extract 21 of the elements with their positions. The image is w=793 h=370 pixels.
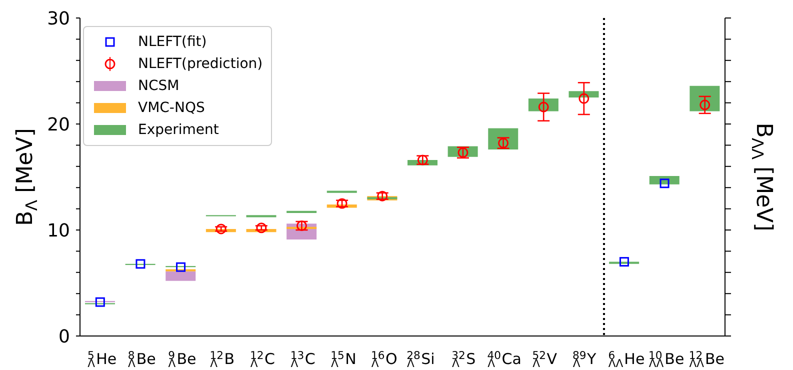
point <box>660 178 670 188</box>
point <box>136 259 146 269</box>
point <box>700 100 710 110</box>
legend-label: Experiment <box>138 122 219 138</box>
bar <box>286 210 317 214</box>
legend-label: NLEFT(fit) <box>138 34 207 50</box>
y-tick-label: 10 <box>47 220 70 242</box>
point <box>216 224 226 234</box>
point <box>176 262 186 272</box>
legend-label: NCSM <box>138 78 180 94</box>
y-tick-label: 30 <box>47 8 70 30</box>
point <box>619 257 629 267</box>
y-tick-label: 0 <box>58 326 70 348</box>
y-tick-label: 20 <box>47 114 70 136</box>
point <box>95 297 105 307</box>
legend-label: VMC-NQS <box>138 100 205 116</box>
point <box>256 222 267 234</box>
bar <box>690 86 720 112</box>
bar <box>166 271 196 281</box>
point <box>578 93 590 104</box>
legend-label: NLEFT(prediction) <box>138 56 263 72</box>
